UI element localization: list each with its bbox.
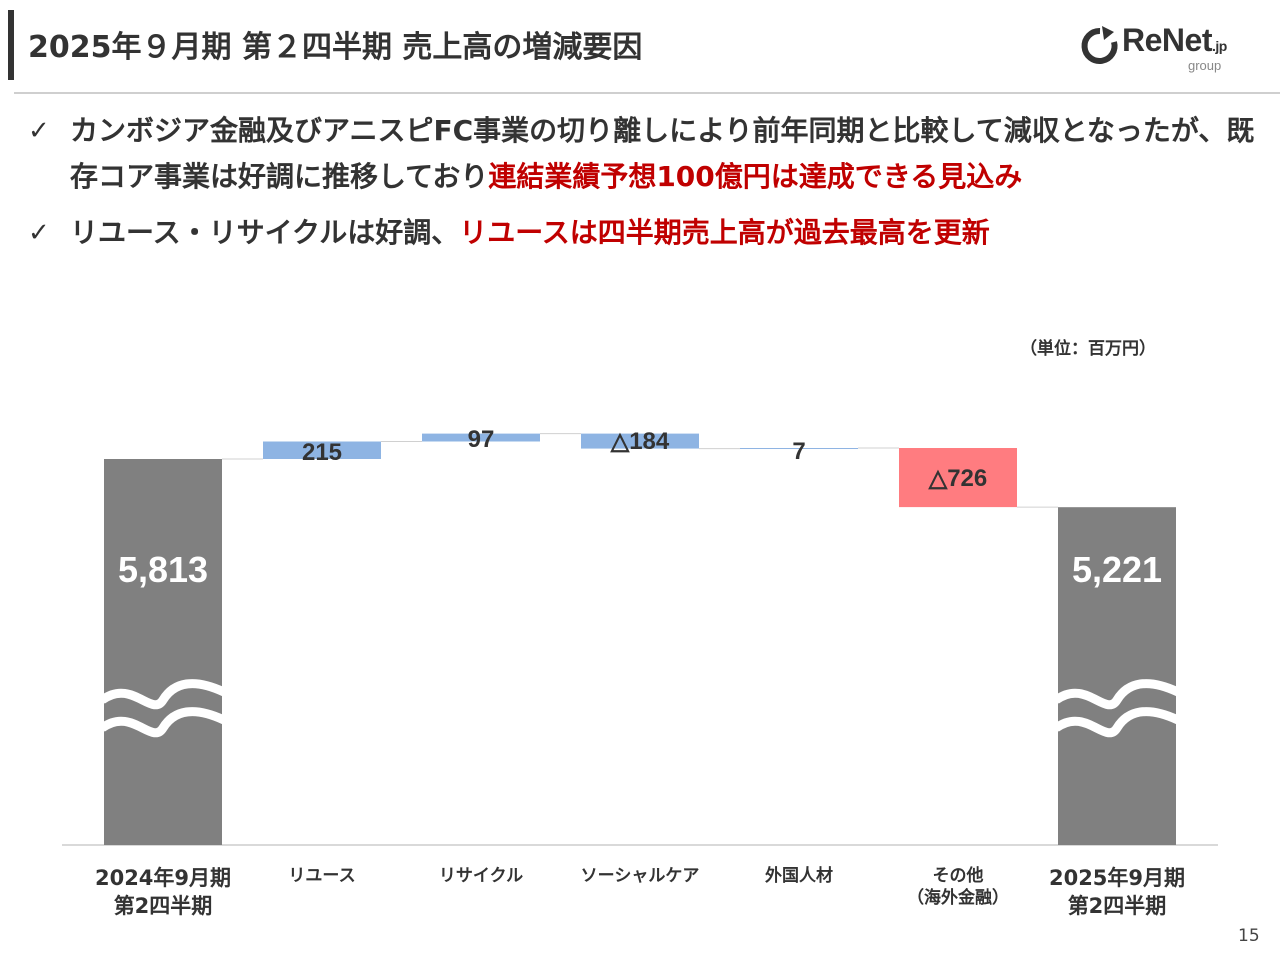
unit-label: （単位：百万円）: [1020, 339, 1156, 359]
axis-break-mark: [99, 707, 226, 738]
waterfall-bar: [104, 459, 222, 845]
refresh-arrow-icon: [1081, 26, 1118, 64]
data-label: △726: [928, 465, 988, 492]
category-label: ソーシャルケア: [581, 866, 700, 886]
bullet-item: ✓ カンボジア金融及びアニスピFC事業の切り離しにより前年同期と比較して減収とな…: [28, 108, 1258, 200]
data-label: 97: [468, 426, 495, 453]
data-label: 5,813: [118, 549, 208, 590]
page-title: 2025年９月期 第２四半期 売上高の増減要因: [28, 30, 643, 65]
category-label: リサイクル: [439, 866, 523, 886]
bullet-highlight: 連結業績予想100億円は達成できる見込み: [488, 160, 1023, 193]
data-label: 5,221: [1072, 549, 1162, 590]
logo-text: ReNet.jp: [1122, 22, 1227, 58]
title-divider: [14, 92, 1280, 94]
waterfall-bar: [1058, 507, 1176, 845]
axis-break-mark: [1053, 679, 1180, 710]
waterfall-bar: [422, 433, 540, 442]
data-label: 7: [792, 438, 805, 465]
waterfall-bar: [899, 448, 1017, 508]
check-icon: ✓: [28, 116, 50, 146]
logo-subtext: group: [1188, 58, 1222, 73]
page-number: 15: [1238, 926, 1260, 946]
waterfall-bar: [263, 441, 381, 459]
bullet-text: カンボジア金融及びアニスピFC事業の切り離しにより前年同期と比較して減収となった…: [70, 114, 1255, 193]
title-accent-bar: [8, 10, 14, 80]
category-label: その他: [933, 865, 984, 886]
category-label: リユース: [288, 866, 355, 886]
category-label: 2025年9月期: [1049, 866, 1185, 890]
waterfall-bar: [740, 448, 858, 450]
axis-break-mark: [1053, 707, 1180, 738]
renet-logo: ReNet.jp group: [1080, 18, 1260, 78]
category-label: 第2四半期: [1068, 894, 1167, 918]
category-label: （海外金融）: [907, 887, 1009, 908]
category-label: 外国人材: [765, 865, 833, 886]
bullet-list: ✓ カンボジア金融及びアニスピFC事業の切り離しにより前年同期と比較して減収とな…: [28, 108, 1258, 256]
check-icon: ✓: [28, 218, 50, 248]
bullet-item: ✓ リユース・リサイクルは好調、リユースは四半期売上高が過去最高を更新: [28, 210, 1258, 256]
data-label: 215: [302, 439, 342, 466]
category-label: 第2四半期: [114, 894, 213, 918]
bullet-highlight: リユースは四半期売上高が過去最高を更新: [459, 216, 990, 249]
bullet-text: リユース・リサイクルは好調、: [70, 216, 460, 249]
category-label: 2024年9月期: [95, 866, 231, 890]
axis-break-mark: [99, 679, 226, 710]
waterfall-bar: [581, 433, 699, 449]
data-label: △184: [610, 428, 670, 455]
